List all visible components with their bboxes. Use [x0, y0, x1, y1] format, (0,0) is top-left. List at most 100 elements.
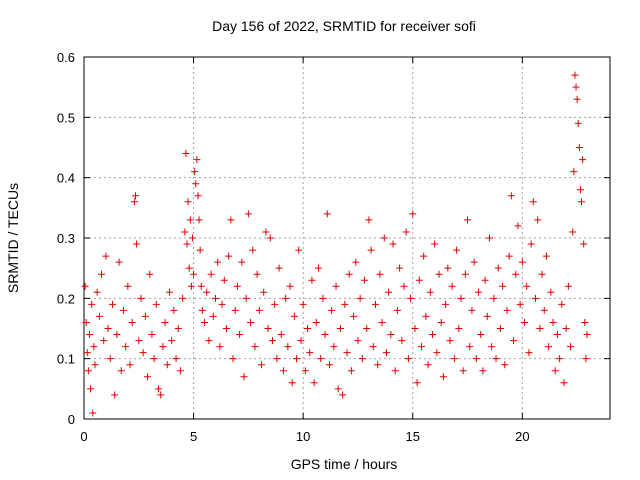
data-point: [385, 288, 393, 296]
data-point: [163, 361, 171, 369]
data-point: [297, 337, 305, 345]
data-point: [124, 282, 132, 290]
y-tick-label: 0.1: [57, 352, 75, 367]
data-point: [560, 379, 568, 387]
data-point: [350, 312, 358, 320]
data-point: [345, 270, 353, 278]
data-point: [174, 325, 182, 332]
data-point: [367, 246, 375, 254]
data-point: [400, 282, 408, 290]
data-point: [85, 331, 93, 339]
data-point: [330, 343, 338, 351]
data-point: [88, 300, 96, 308]
data-point: [573, 95, 581, 103]
data-point: [89, 409, 97, 417]
y-tick-label: 0: [68, 412, 75, 427]
data-point: [231, 306, 239, 314]
data-point: [475, 288, 482, 296]
data-point: [518, 258, 526, 266]
data-point: [413, 379, 421, 387]
data-point: [496, 325, 504, 332]
data-point: [459, 367, 467, 375]
data-point: [479, 367, 487, 375]
data-point: [402, 228, 410, 236]
data-point: [488, 343, 496, 351]
y-tick-label: 0.6: [57, 50, 75, 65]
data-point: [201, 318, 209, 326]
data-point: [198, 306, 206, 314]
data-point: [472, 355, 480, 363]
data-point: [439, 373, 447, 381]
data-point: [284, 343, 292, 351]
data-point: [128, 318, 136, 326]
data-point: [273, 355, 281, 363]
data-point: [483, 312, 491, 320]
data-point: [420, 252, 428, 260]
x-tick-label: 20: [515, 429, 529, 444]
data-point: [492, 355, 500, 363]
data-point: [279, 367, 287, 375]
data-point: [84, 367, 92, 375]
data-point: [81, 282, 89, 290]
data-point: [108, 300, 116, 308]
data-point: [220, 276, 228, 284]
data-point: [275, 264, 283, 272]
data-point: [409, 210, 417, 218]
data-point: [466, 343, 474, 351]
data-point: [391, 367, 399, 375]
data-point: [195, 216, 203, 224]
data-point: [192, 180, 200, 188]
data-point: [442, 300, 450, 308]
y-tick-label: 0.4: [57, 171, 75, 186]
data-point: [382, 349, 390, 357]
data-point: [457, 294, 465, 302]
data-point: [490, 294, 498, 302]
data-point: [494, 264, 502, 272]
data-point: [512, 270, 520, 278]
data-point: [91, 361, 99, 369]
data-point: [507, 192, 515, 200]
data-point: [90, 343, 98, 351]
data-point: [583, 331, 591, 339]
data-point: [264, 325, 272, 332]
data-point: [536, 325, 544, 332]
data-point: [187, 282, 195, 290]
data-point: [581, 318, 589, 326]
x-tick-label: 10: [296, 429, 310, 444]
data-point: [304, 325, 312, 332]
y-axis-label: SRMTID / TECUs: [5, 183, 21, 293]
data-point: [247, 318, 255, 326]
data-point: [288, 379, 296, 387]
data-point: [569, 228, 577, 236]
data-point: [529, 198, 537, 206]
data-point: [396, 264, 404, 272]
data-point: [159, 343, 167, 351]
data-point: [576, 186, 584, 194]
data-point: [574, 119, 582, 127]
data-point: [148, 331, 156, 339]
data-point: [266, 234, 274, 242]
data-point: [319, 294, 327, 302]
data-point: [516, 300, 524, 308]
data-point: [378, 318, 386, 326]
data-point: [363, 325, 371, 332]
data-point: [446, 337, 454, 345]
data-point: [444, 264, 452, 272]
data-point: [389, 240, 397, 248]
data-point: [380, 234, 388, 242]
x-axis: 0 5 10 15 20: [80, 57, 530, 444]
data-point: [233, 282, 241, 290]
data-point: [139, 349, 147, 357]
data-point: [207, 270, 215, 278]
data-point: [271, 300, 279, 308]
data-point: [564, 282, 572, 290]
data-point: [551, 367, 559, 375]
data-point: [365, 216, 373, 224]
data-point: [227, 216, 235, 224]
data-point: [242, 294, 250, 302]
data-point: [193, 156, 201, 164]
data-point: [218, 300, 226, 308]
data-point: [323, 210, 331, 218]
data-point: [194, 192, 202, 200]
